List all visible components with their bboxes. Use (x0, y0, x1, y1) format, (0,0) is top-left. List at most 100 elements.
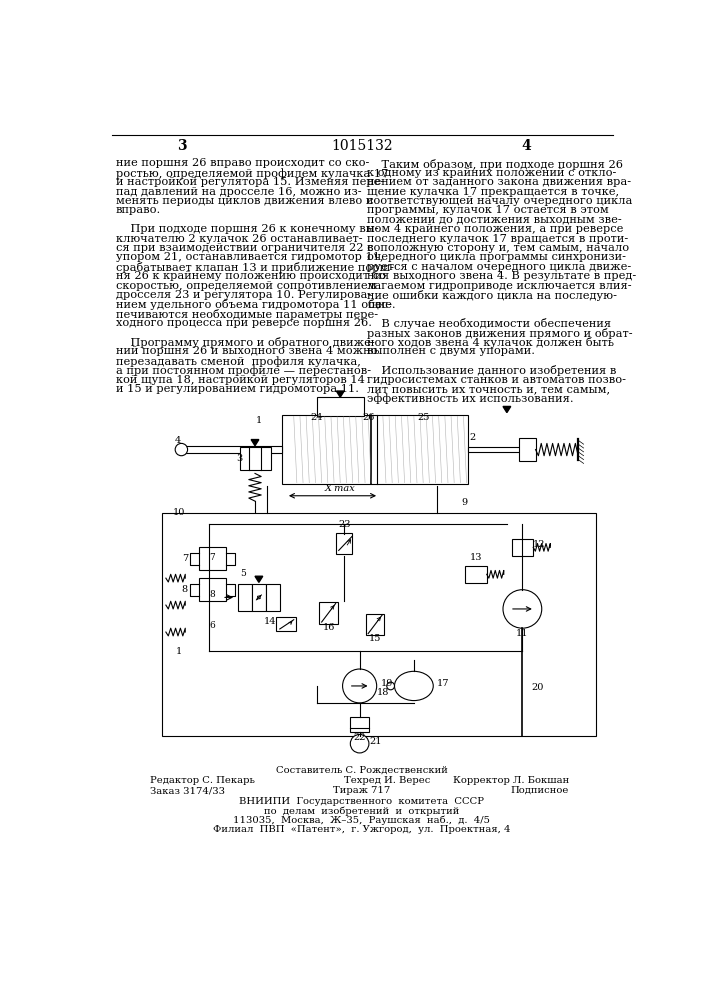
Text: Редактор С. Пекарь: Редактор С. Пекарь (151, 776, 255, 785)
Text: 5: 5 (240, 569, 246, 578)
Text: Составитель С. Рождественский: Составитель С. Рождественский (276, 765, 448, 774)
Polygon shape (337, 391, 344, 397)
Text: дросселя 23 и регулятора 10. Регулирова-: дросселя 23 и регулятора 10. Регулирова- (115, 290, 370, 300)
Text: лагаемом гидроприводе исключается влия-: лагаемом гидроприводе исключается влия- (368, 281, 632, 291)
Text: пад давлений на дросселе 16, можно из-: пад давлений на дросселе 16, можно из- (115, 187, 361, 197)
Text: ния выходного звена 4. В результате в пред-: ния выходного звена 4. В результате в пр… (368, 271, 636, 281)
Text: 1: 1 (256, 416, 262, 425)
Text: программы, кулачок 17 остается в этом: программы, кулачок 17 остается в этом (368, 205, 609, 215)
Text: 19: 19 (380, 679, 393, 688)
Text: Тираж 717: Тираж 717 (333, 786, 390, 795)
Text: ключателю 2 кулачок 26 останавливает-: ключателю 2 кулачок 26 останавливает- (115, 234, 362, 244)
Text: 3: 3 (177, 139, 186, 153)
Text: В случае необходимости обеспечения: В случае необходимости обеспечения (368, 318, 612, 329)
Bar (276, 617, 296, 631)
Circle shape (387, 682, 395, 690)
Text: 8: 8 (209, 590, 215, 599)
Text: выполнен с двумя упорами.: выполнен с двумя упорами. (368, 346, 535, 356)
Text: щение кулачка 17 прекращается в точке,: щение кулачка 17 прекращается в точке, (368, 187, 619, 197)
Text: 1: 1 (176, 647, 182, 656)
Circle shape (343, 669, 377, 703)
Circle shape (503, 590, 542, 628)
Bar (320, 602, 338, 624)
Text: 17: 17 (437, 679, 450, 688)
Text: перезадавать сменой  профиля кулачка,: перезадавать сменой профиля кулачка, (115, 356, 361, 367)
Text: 9: 9 (461, 498, 467, 507)
Text: разных законов движения прямого и обрат-: разных законов движения прямого и обрат- (368, 328, 633, 339)
Text: Заказ 3174/33: Заказ 3174/33 (151, 786, 226, 795)
Text: кой щупа 18, настройкой регуляторов 14: кой щупа 18, настройкой регуляторов 14 (115, 375, 364, 385)
Text: Использование данного изобретения в: Использование данного изобретения в (368, 365, 617, 376)
Text: 6: 6 (209, 621, 215, 630)
Text: нением от заданного закона движения вра-: нением от заданного закона движения вра- (368, 177, 631, 187)
Circle shape (175, 443, 187, 456)
Text: менять периоды циклов движения влево и: менять периоды циклов движения влево и (115, 196, 373, 206)
Text: и 15 и регулированием гидромотора 11.: и 15 и регулированием гидромотора 11. (115, 384, 358, 394)
Polygon shape (255, 576, 263, 582)
Text: ние ошибки каждого цикла на последую-: ние ошибки каждого цикла на последую- (368, 290, 617, 301)
Text: 24: 24 (311, 413, 323, 422)
Text: 13: 13 (469, 553, 482, 562)
Text: X max: X max (325, 484, 356, 493)
Text: 21: 21 (369, 737, 381, 746)
Text: 113035,  Москва,  Ж–35,  Раушская  наб.,  д.  4/5: 113035, Москва, Ж–35, Раушская наб., д. … (233, 815, 491, 825)
Bar (240, 447, 271, 470)
Text: ного ходов звена 4 кулачок должен быть: ного ходов звена 4 кулачок должен быть (368, 337, 614, 348)
Bar (266, 584, 280, 611)
Text: Корректор Л. Бокшан: Корректор Л. Бокшан (452, 776, 569, 785)
Bar (238, 584, 252, 611)
Text: ВНИИПИ  Государственного  комитета  СССР: ВНИИПИ Государственного комитета СССР (240, 797, 484, 806)
Text: ся при взаимодействии ограничителя 22 с: ся при взаимодействии ограничителя 22 с (115, 243, 373, 253)
Text: к одному из крайних положений с откло-: к одному из крайних положений с откло- (368, 168, 617, 178)
Text: щие.: щие. (368, 299, 396, 309)
Text: Программу прямого и обратного движе-: Программу прямого и обратного движе- (115, 337, 374, 348)
Bar (199, 578, 226, 601)
Text: нием удельного объема гидромотора 11 обес-: нием удельного объема гидромотора 11 обе… (115, 299, 392, 310)
Bar (512, 539, 533, 556)
Text: упором 21, останавливается гидромотор 11,: упором 21, останавливается гидромотор 11… (115, 252, 383, 262)
Text: соответствующей началу очередного цикла: соответствующей началу очередного цикла (368, 196, 633, 206)
Text: лит повысить их точность и, тем самым,: лит повысить их точность и, тем самым, (368, 384, 611, 394)
Text: и настройкой регулятора 15. Изменяя пере-: и настройкой регулятора 15. Изменяя пере… (115, 177, 384, 187)
Text: 1015132: 1015132 (331, 139, 393, 153)
Text: 18: 18 (377, 688, 389, 697)
Bar (252, 584, 266, 611)
Text: последнего кулачок 17 вращается в проти-: последнего кулачок 17 вращается в проти- (368, 234, 629, 244)
Text: печиваются необходимые параметры пере-: печиваются необходимые параметры пере- (115, 309, 378, 320)
Text: по  делам  изобретений  и  открытий: по делам изобретений и открытий (264, 806, 460, 816)
Text: 7: 7 (209, 553, 215, 562)
Text: гидросистемах станков и автоматов позво-: гидросистемах станков и автоматов позво- (368, 375, 626, 385)
Text: 8: 8 (182, 585, 188, 594)
Text: 16: 16 (322, 623, 335, 632)
Bar (282, 415, 468, 484)
Text: ном 4 крайнего положения, а при реверсе: ном 4 крайнего положения, а при реверсе (368, 224, 624, 234)
Text: 10: 10 (173, 508, 185, 517)
Text: ростью, определяемой профилем кулачка 17: ростью, определяемой профилем кулачка 17 (115, 168, 388, 179)
Text: 4: 4 (175, 436, 180, 445)
Bar (366, 614, 385, 635)
Text: 22: 22 (354, 733, 366, 742)
Text: 25: 25 (417, 413, 429, 422)
Text: 7: 7 (182, 554, 188, 563)
Text: 11: 11 (516, 629, 529, 638)
Text: Филиал  ПВП  «Патент»,  г. Ужгород,  ул.  Проектная, 4: Филиал ПВП «Патент», г. Ужгород, ул. Про… (214, 825, 510, 834)
Bar (162, 513, 596, 736)
Text: срабатывает клапан 13 и приближение порш-: срабатывает клапан 13 и приближение порш… (115, 262, 394, 273)
Ellipse shape (395, 671, 433, 701)
Polygon shape (503, 406, 510, 413)
Text: ня 26 к крайнему положению происходит со: ня 26 к крайнему положению происходит со (115, 271, 385, 281)
Text: 2: 2 (469, 433, 475, 442)
Text: воположную сторону и, тем самым, начало: воположную сторону и, тем самым, начало (368, 243, 629, 253)
Polygon shape (251, 440, 259, 446)
Text: руется с началом очередного цикла движе-: руется с началом очередного цикла движе- (368, 262, 631, 272)
Text: При подходе поршня 26 к конечному вы-: При подходе поршня 26 к конечному вы- (115, 224, 378, 234)
Text: 12: 12 (533, 540, 546, 549)
Text: 14: 14 (264, 617, 276, 626)
Circle shape (351, 734, 369, 753)
Text: 3: 3 (236, 454, 243, 463)
Text: 4: 4 (521, 139, 531, 153)
Bar (350, 717, 369, 732)
Text: положении до достижения выходным зве-: положении до достижения выходным зве- (368, 215, 622, 225)
Text: Техред И. Верес: Техред И. Верес (344, 776, 431, 785)
Text: а при постоянном профиле — перестанов-: а при постоянном профиле — перестанов- (115, 365, 370, 376)
